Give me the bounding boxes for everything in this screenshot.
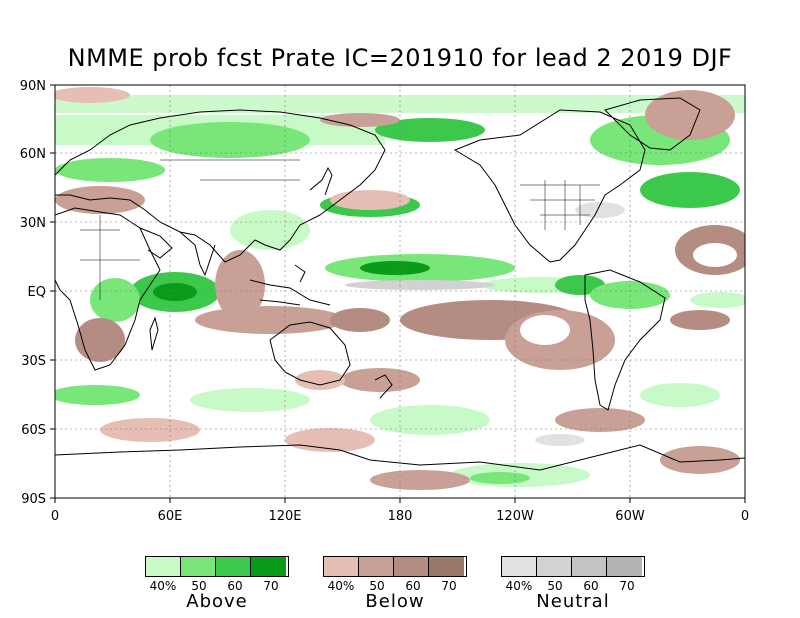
- legend-neutral-tick-60: 60: [583, 579, 599, 593]
- legend-below-swatch-40: [324, 557, 359, 576]
- lon-label-120e: 120E: [268, 509, 301, 524]
- lon-label-0: 0: [51, 509, 59, 524]
- legend-neutral: 40% 50 60 70 Neutral: [501, 556, 645, 612]
- legend-below-swatch-50: [359, 557, 394, 576]
- legend-above-swatch-50: [181, 557, 216, 576]
- legend-below-swatch-60: [394, 557, 429, 576]
- lon-label-0-east: 0: [741, 509, 749, 524]
- neutral-regions: [345, 202, 625, 446]
- legend-below-swatch-70: [429, 557, 464, 576]
- tick-marks: [50, 84, 746, 503]
- legend-above-label: Above: [186, 591, 248, 612]
- borders: [80, 159, 600, 300]
- forecast-field: [55, 85, 745, 498]
- legend-neutral-colorbar: [501, 556, 645, 577]
- lat-label-90s: 90S: [21, 492, 46, 507]
- lat-label-30n: 30N: [20, 216, 46, 231]
- legend-neutral-swatch-50: [537, 557, 572, 576]
- legend-below-label: Below: [365, 591, 425, 612]
- legend-above-tick-70: 70: [263, 579, 279, 593]
- legend-above-swatch-40: [146, 557, 181, 576]
- legend-below-tick-60: 60: [405, 579, 421, 593]
- legend-neutral-swatch-70: [607, 557, 642, 576]
- legend-above-tick-50: 50: [191, 579, 207, 593]
- legend-neutral-tick-40: 40%: [505, 579, 533, 593]
- gridlines: [55, 85, 745, 498]
- legend-neutral-tick-50: 50: [547, 579, 563, 593]
- legend-neutral-swatch-40: [502, 557, 537, 576]
- legend-below-colorbar: [323, 556, 467, 577]
- legend-below-tick-70: 70: [441, 579, 457, 593]
- legend-below-tick-40: 40%: [327, 579, 355, 593]
- lat-label-90n: 90N: [20, 79, 46, 94]
- legend-above-swatch-60: [216, 557, 251, 576]
- lat-label-60s: 60S: [21, 423, 46, 438]
- legend-above-tick-40: 40%: [149, 579, 177, 593]
- lat-label-eq: EQ: [28, 285, 46, 300]
- lon-label-60w: 60W: [615, 509, 645, 524]
- below-normal-regions: [55, 87, 745, 490]
- lon-label-180: 180: [388, 509, 413, 524]
- lon-label-120w: 120W: [496, 509, 534, 524]
- lat-label-30s: 30S: [21, 354, 46, 369]
- map-title: NMME prob fcst Prate IC=201910 for lead …: [67, 44, 733, 72]
- legend-below: 40% 50 60 70 Below: [323, 556, 467, 612]
- legend-neutral-swatch-60: [572, 557, 607, 576]
- legend-below-tick-50: 50: [369, 579, 385, 593]
- legend-above-colorbar: [145, 556, 289, 577]
- legend-above-swatch-70: [251, 557, 286, 576]
- legend-above-tick-60: 60: [227, 579, 243, 593]
- coastlines: [55, 97, 745, 471]
- lon-label-60e: 60E: [158, 509, 183, 524]
- legend-neutral-label: Neutral: [536, 591, 610, 612]
- legend-neutral-tick-70: 70: [619, 579, 635, 593]
- legend-above: 40% 50 60 70 Above: [145, 556, 289, 612]
- above-normal-regions: [55, 95, 745, 487]
- lat-label-60n: 60N: [20, 147, 46, 162]
